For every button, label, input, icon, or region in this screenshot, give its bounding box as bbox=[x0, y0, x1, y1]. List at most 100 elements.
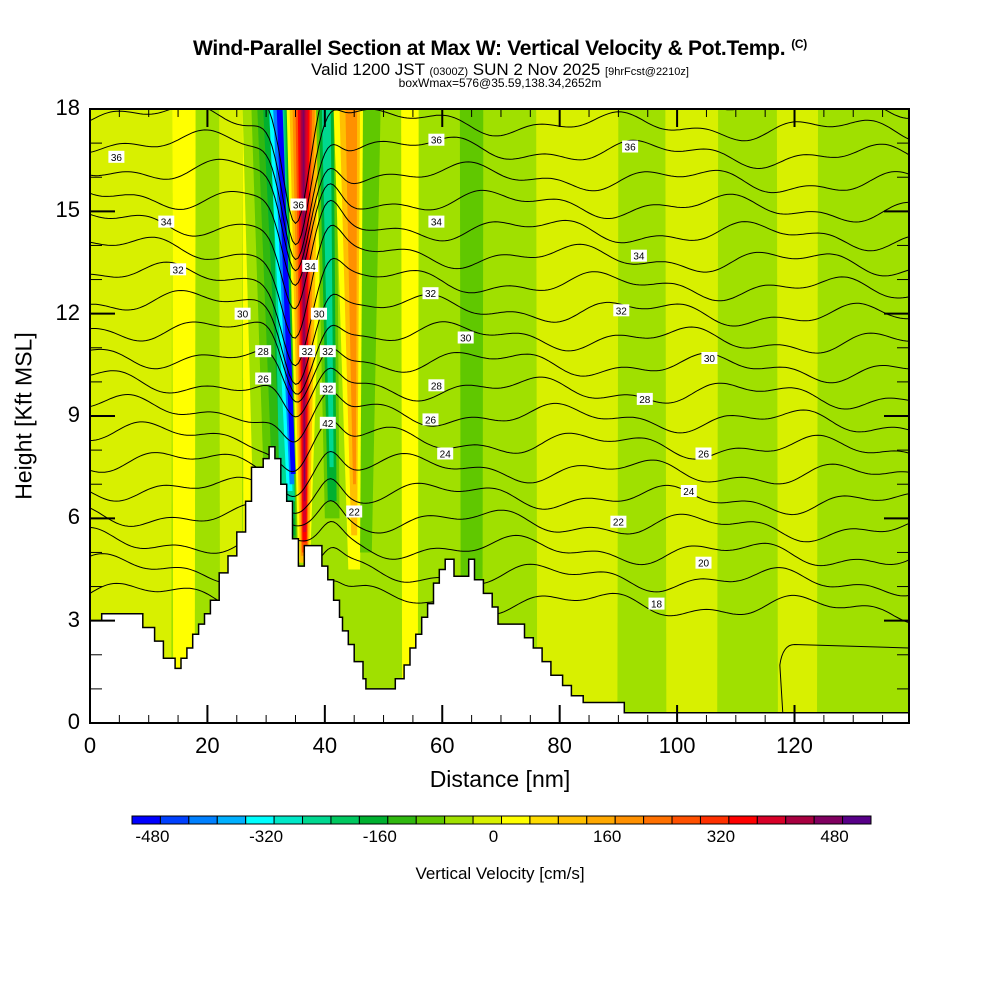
downdraft-band bbox=[321, 109, 334, 468]
contour-label-bg bbox=[299, 345, 316, 358]
contour-label-text: 34 bbox=[431, 218, 443, 229]
contour-label-bg bbox=[319, 416, 336, 429]
colorbar-segment bbox=[671, 815, 701, 825]
theta-contour-line bbox=[90, 199, 909, 310]
contour-label-bg bbox=[701, 352, 718, 364]
theta-contour-line bbox=[90, 321, 909, 395]
colorbar-tick-label: 160 bbox=[593, 827, 622, 846]
contour-label-text: 42 bbox=[322, 419, 334, 430]
contour-label: 32 bbox=[422, 287, 439, 300]
contour-label: 18 bbox=[648, 597, 665, 611]
terrain bbox=[90, 445, 909, 723]
contour-label-text: 28 bbox=[639, 395, 651, 406]
colorbar-tick-label: -160 bbox=[362, 827, 397, 846]
contour-label-text: 30 bbox=[460, 334, 472, 345]
theta-contour-line bbox=[90, 129, 909, 261]
theta-contour-line bbox=[90, 450, 909, 498]
contour-label-text: 26 bbox=[425, 415, 437, 426]
colorbar-segment bbox=[302, 815, 332, 825]
colorbar-segment bbox=[472, 815, 503, 825]
colorbar-segment bbox=[785, 815, 815, 825]
colorbar-segment bbox=[557, 815, 588, 825]
contour-label-text: 32 bbox=[425, 289, 437, 300]
terrain-profile bbox=[90, 445, 909, 723]
colorbar-segment bbox=[188, 815, 218, 825]
y-tick-label: 15 bbox=[55, 197, 80, 223]
x-tick-label: 60 bbox=[430, 733, 455, 758]
contour-label: 22 bbox=[610, 515, 627, 529]
valid-date: SUN 2 Nov 2025 bbox=[472, 60, 601, 79]
contour-label-bg bbox=[422, 287, 439, 300]
title-text: Wind-Parallel Section at Max W: Vertical… bbox=[193, 37, 786, 60]
valid-time-utc: (0300Z) bbox=[429, 66, 468, 78]
y-tick-label: 9 bbox=[67, 402, 80, 427]
copyright-mark: (C) bbox=[791, 37, 807, 51]
theta-contour-line bbox=[90, 109, 909, 246]
contour-label-bg bbox=[695, 447, 712, 460]
contour-label-bg bbox=[319, 345, 336, 358]
colorbar-segment bbox=[245, 815, 275, 825]
theta-contour-line bbox=[90, 348, 909, 403]
contour-label-text: 32 bbox=[322, 385, 334, 396]
y-tick-label: 0 bbox=[67, 709, 80, 734]
x-tick-label: 100 bbox=[658, 733, 696, 758]
updraft-band bbox=[345, 109, 358, 485]
contour-label: 42 bbox=[319, 416, 336, 430]
colorbar-segment bbox=[614, 815, 645, 825]
contour-label-bg bbox=[428, 379, 445, 392]
contour-label: 26 bbox=[255, 372, 272, 386]
contour-label: 30 bbox=[457, 331, 474, 345]
contour-label-bg bbox=[428, 215, 445, 228]
x-axis-label: Distance [nm] bbox=[429, 766, 571, 792]
contour-label-bg bbox=[255, 345, 272, 358]
contour-label-text: 18 bbox=[651, 600, 663, 611]
contour-label-bg bbox=[311, 307, 327, 320]
colorbar-tick-label: -320 bbox=[249, 827, 284, 846]
contour-label-bg bbox=[437, 447, 454, 460]
w-band bbox=[718, 109, 777, 723]
colorbar-segment bbox=[273, 815, 304, 825]
y-tick-label: 6 bbox=[67, 504, 80, 530]
contour-label: 26 bbox=[422, 413, 439, 426]
theta-contour-line bbox=[90, 158, 909, 272]
contour-label: 28 bbox=[428, 379, 445, 392]
theta-contour-line bbox=[90, 419, 909, 473]
contour-label-text: 20 bbox=[698, 559, 710, 570]
contour-label-text: 32 bbox=[616, 306, 628, 317]
contour-label-text: 26 bbox=[698, 450, 710, 461]
contour-label-text: 30 bbox=[313, 310, 325, 321]
contour-label-text: 24 bbox=[440, 450, 452, 461]
contour-label-bg bbox=[622, 140, 639, 153]
contour-label: 30 bbox=[234, 307, 251, 321]
contour-label-text: 32 bbox=[173, 265, 185, 276]
colorbar-segment bbox=[216, 815, 247, 825]
contour-label: 36 bbox=[428, 133, 445, 147]
contour-label-bg bbox=[613, 304, 630, 317]
colorbar-segment bbox=[813, 815, 844, 825]
contour-label: 22 bbox=[346, 505, 363, 519]
contour-label-text: 24 bbox=[683, 487, 695, 498]
x-tick-label: 20 bbox=[195, 733, 220, 758]
theta-contour-line bbox=[90, 367, 909, 418]
colorbar-segment bbox=[501, 815, 531, 825]
colorbar-segment bbox=[586, 815, 616, 825]
contour-label-text: 32 bbox=[322, 347, 334, 358]
contour-label-text: 28 bbox=[258, 347, 270, 358]
colorbar-segment bbox=[728, 815, 758, 825]
contour-label-text: 34 bbox=[633, 252, 645, 263]
contour-label: 32 bbox=[613, 304, 630, 317]
contour-label: 36 bbox=[108, 150, 125, 164]
contour-label-text: 36 bbox=[293, 201, 305, 212]
contour-label: 34 bbox=[428, 215, 445, 229]
contour-label-bg bbox=[255, 372, 272, 385]
colorbar-segment bbox=[330, 815, 360, 825]
contour-label: 24 bbox=[680, 485, 697, 498]
contour-label: 32 bbox=[319, 382, 336, 396]
contour-label-text: 22 bbox=[349, 508, 361, 519]
colorbar-segment bbox=[756, 815, 787, 825]
contour-label: 32 bbox=[170, 263, 187, 276]
colorbar-segment bbox=[842, 815, 872, 825]
contour-label-text: 36 bbox=[111, 153, 123, 164]
colorbar bbox=[131, 815, 872, 825]
contour-label-bg bbox=[319, 382, 336, 395]
